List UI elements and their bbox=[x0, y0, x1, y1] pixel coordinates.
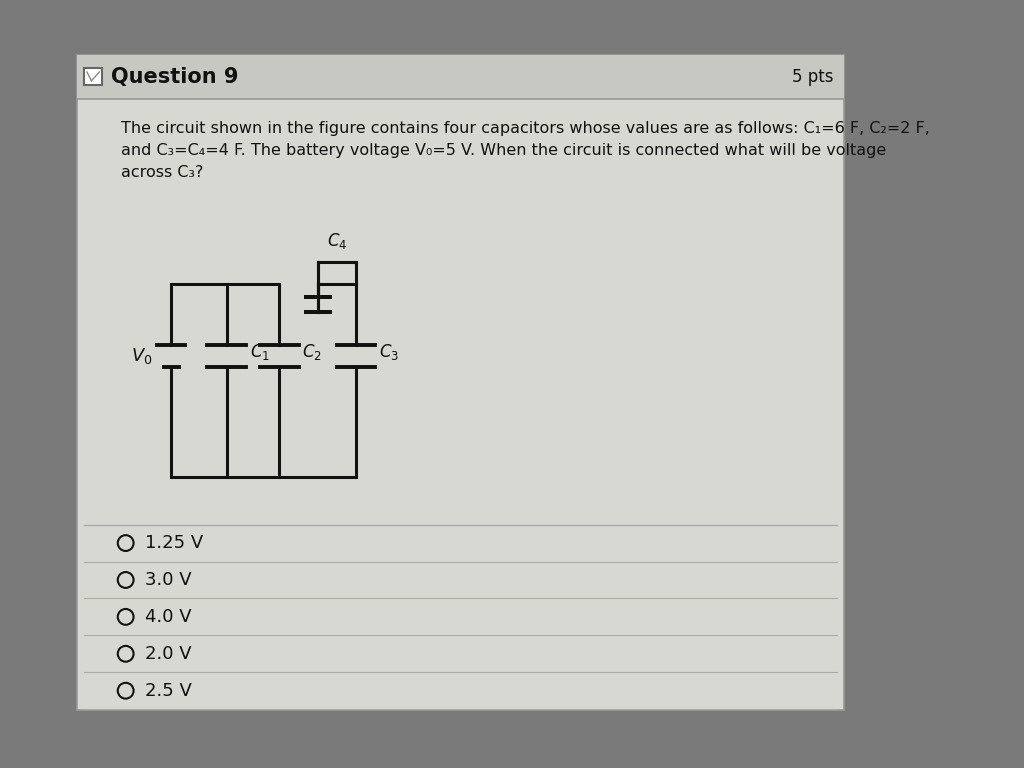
Text: 5 pts: 5 pts bbox=[792, 68, 834, 86]
Bar bbox=[78, 55, 844, 710]
Bar bbox=[84, 68, 102, 85]
Text: 1.25 V: 1.25 V bbox=[145, 534, 203, 552]
Text: across C₃?: across C₃? bbox=[121, 165, 204, 180]
Text: $C_1$: $C_1$ bbox=[250, 342, 269, 362]
Text: 3.0 V: 3.0 V bbox=[145, 571, 191, 589]
Text: $C_4$: $C_4$ bbox=[327, 231, 347, 251]
Text: and C₃=C₄=4 F. The battery voltage V₀=5 V. When the circuit is connected what wi: and C₃=C₄=4 F. The battery voltage V₀=5 … bbox=[121, 143, 887, 158]
Text: 4.0 V: 4.0 V bbox=[145, 608, 191, 626]
Bar bbox=[78, 55, 844, 99]
Text: $V_0$: $V_0$ bbox=[130, 346, 152, 366]
Text: $C_3$: $C_3$ bbox=[379, 342, 399, 362]
Text: 2.5 V: 2.5 V bbox=[145, 682, 191, 700]
Text: The circuit shown in the figure contains four capacitors whose values are as fol: The circuit shown in the figure contains… bbox=[121, 121, 930, 136]
Text: 2.0 V: 2.0 V bbox=[145, 645, 191, 663]
Text: Question 9: Question 9 bbox=[111, 68, 239, 88]
Text: $C_2$: $C_2$ bbox=[302, 342, 323, 362]
